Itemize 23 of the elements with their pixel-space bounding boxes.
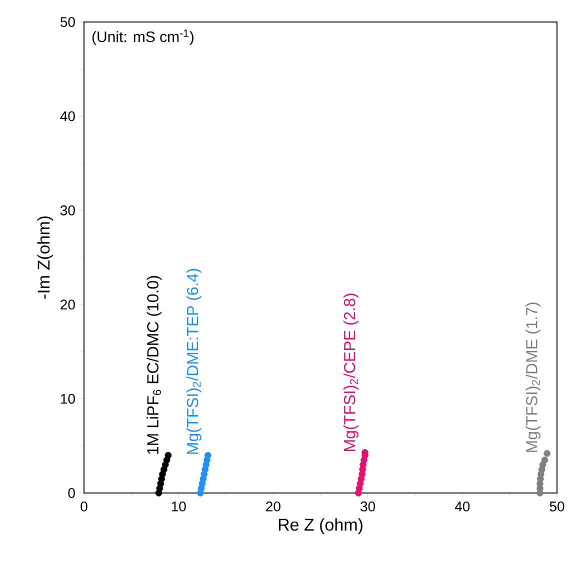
y-tick-label: 40 — [60, 111, 75, 122]
text: Mg(TFSI)$_{2}$/CEPE (2.8) — [344, 294, 358, 451]
point — [204, 452, 212, 459]
point — [544, 450, 550, 457]
text: Mg(TFSI)$_{2}$/DME:TEP (6.4) — [186, 268, 202, 454]
y-tick-label: 0 — [68, 488, 75, 498]
annotation: (Unit: mS cm$^{-1}$) — [92, 30, 194, 46]
x-tick-label: 20 — [266, 502, 280, 512]
y-tick-label: 30 — [60, 205, 75, 216]
x-tick-label: 10 — [172, 502, 186, 512]
y-tick-label: 10 — [60, 394, 75, 404]
y-axis-title: -Im Z(ohm) — [37, 216, 54, 299]
text: 1M LiPF$_{6}$ EC/DMC (10.0) — [146, 276, 162, 454]
x-axis-title: Re Z (ohm) — [278, 518, 362, 534]
text: Mg(TFSI)$_{2}$/DME (1.7) — [526, 302, 541, 452]
point — [541, 456, 548, 464]
x-tick-label: 0 — [80, 502, 88, 512]
point — [164, 452, 172, 459]
x-tick-label: 30 — [360, 502, 376, 512]
y-tick-label: 50 — [60, 17, 75, 27]
y-tick-label: 20 — [60, 300, 75, 310]
x-tick-label: 50 — [550, 502, 564, 512]
x-tick-label: 40 — [454, 502, 470, 512]
